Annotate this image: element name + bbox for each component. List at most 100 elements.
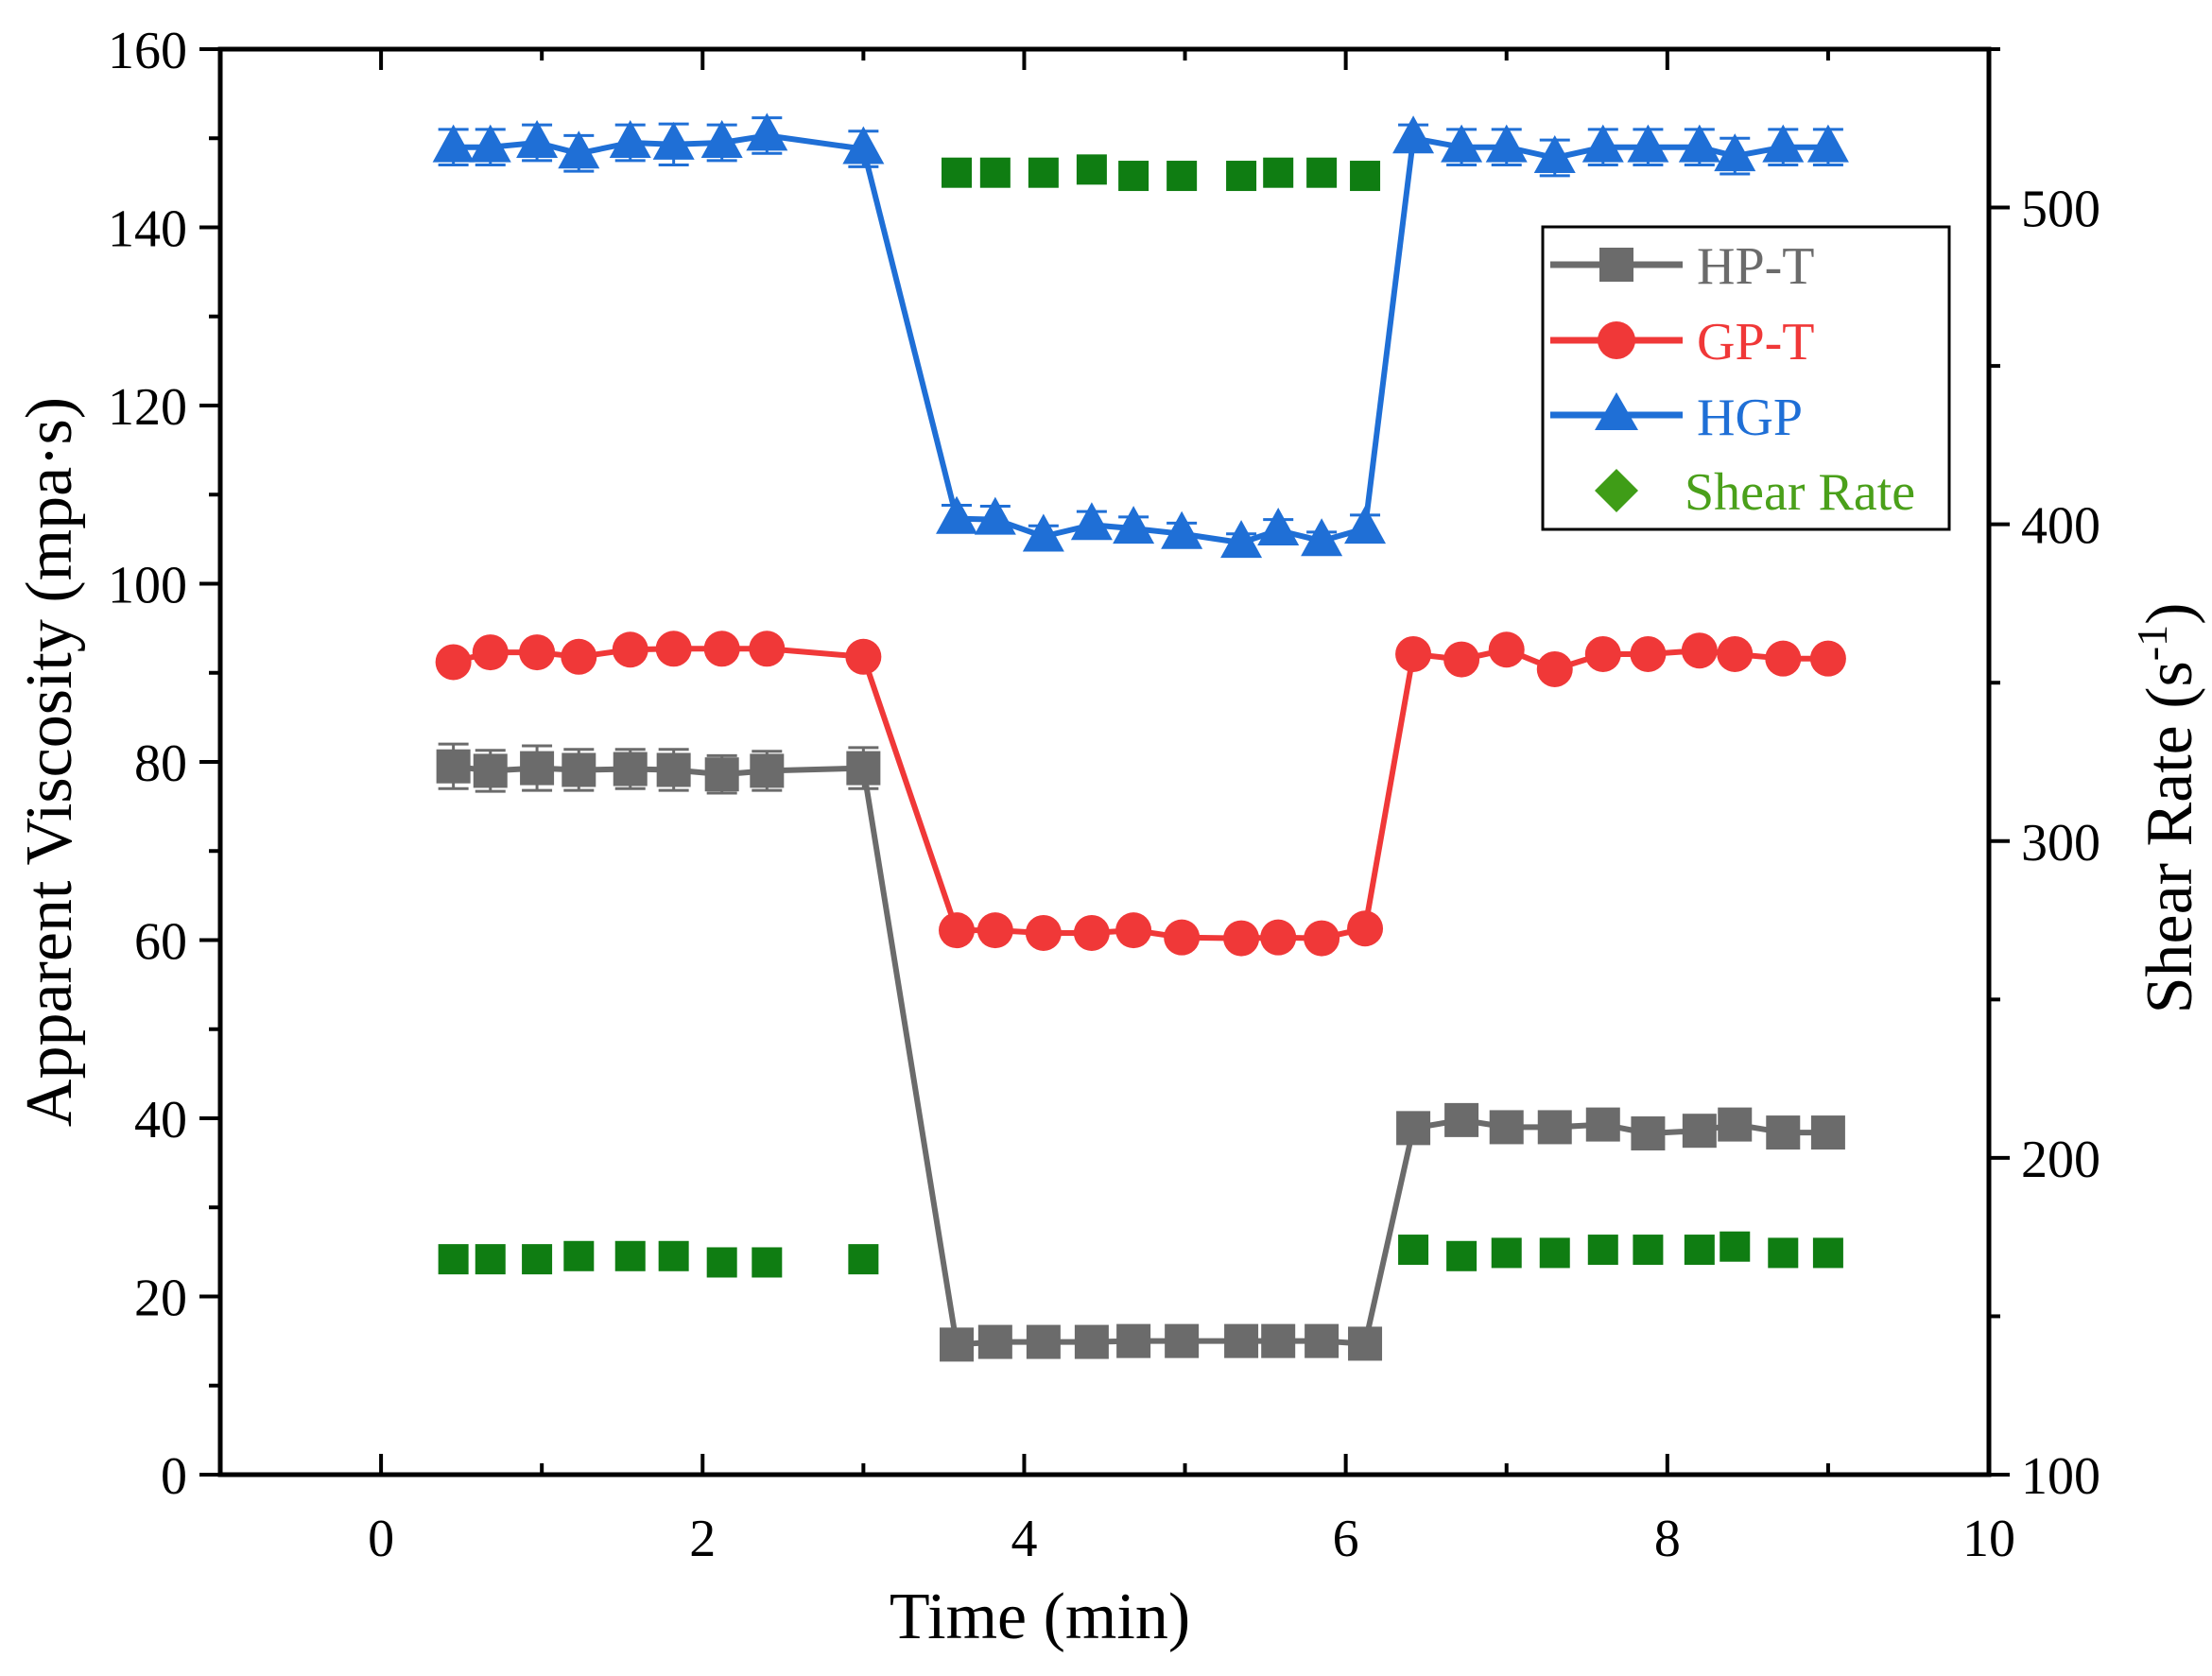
data-point-gp-t <box>472 634 509 671</box>
data-point-hp-t <box>846 751 881 786</box>
series-line-hgp <box>1362 137 1417 529</box>
data-point-hgp <box>1070 502 1113 541</box>
series-line-hp-t <box>1362 1127 1417 1345</box>
data-point-shear-rate <box>848 1244 879 1275</box>
data-point-hp-t <box>1810 1115 1845 1150</box>
data-point-gp-t <box>1681 632 1718 669</box>
data-point-shear-rate <box>752 1247 783 1278</box>
data-point-shear-rate <box>1166 161 1198 192</box>
y2-tick-label: 300 <box>2021 814 2100 873</box>
data-point-hp-t <box>473 753 508 788</box>
x-tick-label: 0 <box>368 1510 394 1568</box>
data-point-gp-t <box>1260 919 1297 956</box>
data-layer <box>432 112 1849 1362</box>
data-point-hgp <box>1392 115 1435 154</box>
x-tick-label: 8 <box>1654 1510 1681 1568</box>
data-point-hp-t <box>1631 1116 1666 1151</box>
series-line-hp-t <box>1412 1116 1828 1136</box>
data-point-shear-rate <box>1350 161 1381 192</box>
data-point-hp-t <box>1718 1107 1753 1142</box>
data-point-gp-t <box>1304 920 1340 957</box>
data-point-hgp <box>1627 124 1669 163</box>
data-point-gp-t <box>1443 641 1480 678</box>
x-tick-label: 2 <box>689 1510 716 1568</box>
series-line-gp-t <box>957 925 1366 942</box>
data-point-gp-t <box>1164 919 1201 956</box>
data-point-hgp <box>974 496 1016 535</box>
series-line-hgp <box>860 147 959 520</box>
x-axis-title: Time (min) <box>890 1581 1190 1653</box>
legend-gp-t-circle-icon <box>1598 321 1635 359</box>
data-point-hgp <box>558 130 600 169</box>
data-point-gp-t <box>1717 635 1754 672</box>
data-point-shear-rate <box>1491 1237 1522 1269</box>
y-tick-label: 140 <box>108 200 187 259</box>
y2-tick-label: 200 <box>2021 1131 2100 1189</box>
data-point-shear-rate <box>438 1244 469 1275</box>
data-point-hgp <box>1161 510 1203 549</box>
data-point-hgp <box>1022 513 1064 552</box>
data-point-hp-t <box>1444 1102 1479 1137</box>
data-point-hgp <box>1714 133 1756 172</box>
data-point-hgp <box>432 124 475 163</box>
legend-item-hp-t: HP-T <box>1550 237 1814 296</box>
data-point-shear-rate <box>1028 157 1059 188</box>
data-point-hgp <box>746 112 788 151</box>
data-point-hp-t <box>1116 1323 1151 1358</box>
data-point-shear-rate <box>942 157 973 188</box>
data-point-hp-t <box>1026 1324 1061 1359</box>
data-point-hp-t <box>1261 1323 1296 1358</box>
y-axis-title: Apparent Viscosity (mpa·s) <box>13 397 86 1127</box>
data-point-shear-rate <box>1719 1231 1751 1262</box>
y2-tick-label: 400 <box>2021 497 2100 556</box>
data-point-gp-t <box>1073 914 1110 951</box>
data-point-shear-rate <box>522 1244 553 1275</box>
data-point-hgp <box>1113 506 1155 544</box>
data-point-hgp <box>516 119 559 158</box>
data-point-gp-t <box>703 631 740 667</box>
series-hgp <box>432 112 1849 559</box>
legend-item-gp-t: GP-T <box>1550 313 1814 371</box>
data-point-hgp <box>1485 124 1528 163</box>
data-point-hp-t <box>1348 1326 1383 1361</box>
data-point-gp-t <box>561 638 597 675</box>
data-point-shear-rate <box>706 1247 737 1278</box>
data-point-shear-rate <box>1226 161 1257 192</box>
data-point-hp-t <box>656 752 691 787</box>
data-point-shear-rate <box>1812 1237 1843 1269</box>
data-point-shear-rate <box>1539 1237 1570 1269</box>
data-point-shear-rate <box>563 1240 595 1271</box>
data-point-gp-t <box>1115 912 1152 949</box>
data-point-gp-t <box>845 638 882 675</box>
data-point-hp-t <box>562 752 596 787</box>
data-point-shear-rate <box>1684 1235 1715 1266</box>
data-point-hgp <box>700 119 743 158</box>
data-point-hgp <box>936 495 978 534</box>
data-point-hgp <box>1806 124 1849 163</box>
data-point-hgp <box>469 124 511 163</box>
data-point-hp-t <box>940 1327 975 1362</box>
data-point-shear-rate <box>658 1240 689 1271</box>
y-tick-label: 0 <box>161 1447 187 1506</box>
data-point-shear-rate <box>1768 1237 1799 1269</box>
series-line-hp-t <box>860 768 959 1345</box>
data-point-hp-t <box>613 752 648 786</box>
y-tick-label: 20 <box>134 1270 187 1328</box>
series-hp-t <box>436 742 1845 1362</box>
legend-hp-t-label: HP-T <box>1697 237 1814 296</box>
data-point-hp-t <box>1489 1110 1524 1145</box>
y-tick-label: 80 <box>134 734 187 793</box>
data-point-hp-t <box>1766 1115 1801 1150</box>
data-point-hgp <box>609 119 651 158</box>
data-point-shear-rate <box>979 157 1011 188</box>
data-point-gp-t <box>1025 914 1062 951</box>
data-point-hp-t <box>1305 1323 1339 1358</box>
data-point-hp-t <box>520 751 555 786</box>
series-line-hp-t <box>956 1338 1366 1348</box>
y2-axis-title-close: ) <box>2134 603 2206 625</box>
data-point-gp-t <box>976 912 1013 949</box>
data-point-shear-rate <box>1118 161 1149 192</box>
data-point-gp-t <box>435 644 472 681</box>
data-point-gp-t <box>1395 635 1432 672</box>
data-point-hp-t <box>1585 1107 1620 1142</box>
